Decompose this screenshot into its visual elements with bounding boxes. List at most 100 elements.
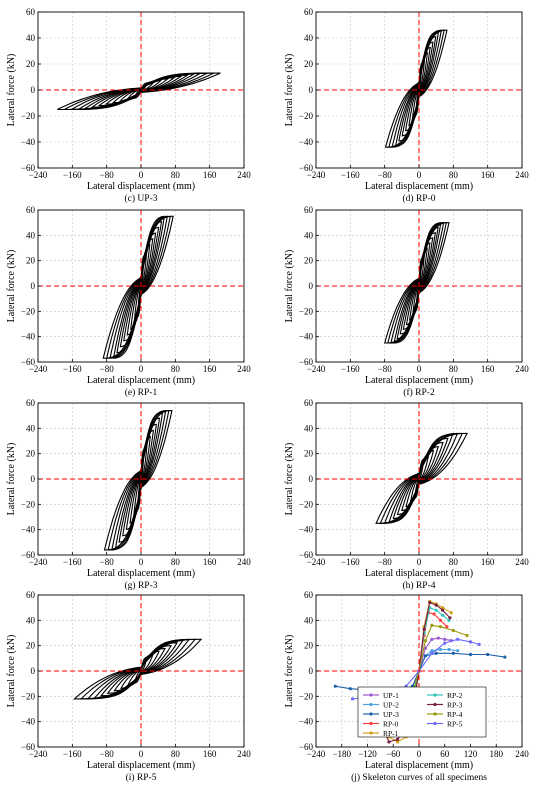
y-tick-label: 20 (304, 256, 314, 266)
y-tick-label: −40 (299, 717, 314, 727)
y-tick-label: 0 (31, 281, 36, 291)
y-tick-label: 20 (26, 256, 36, 266)
y-tick-label: −20 (299, 306, 314, 316)
x-axis-label: Lateral displacement (mm) (365, 760, 473, 771)
panel-caption: (h) RP-4 (403, 580, 436, 591)
y-tick-label: 60 (26, 7, 36, 17)
hysteresis-loop-11 (102, 215, 174, 359)
y-tick-label: 60 (26, 590, 36, 600)
x-tick-label: 160 (481, 557, 495, 567)
y-axis-label: Lateral force (kN) (284, 54, 295, 127)
y-tick-label: −40 (21, 137, 36, 147)
y-tick-label: 0 (309, 666, 314, 676)
x-tick-label: −240 (29, 170, 48, 180)
y-tick-label: −60 (299, 550, 314, 560)
series-point-rp-5 (350, 697, 355, 701)
x-tick-label: 240 (515, 749, 529, 759)
x-tick-label: 0 (139, 170, 144, 180)
x-tick-label: −80 (378, 170, 393, 180)
series-point-up-2 (456, 649, 460, 653)
y-tick-label: −40 (21, 332, 36, 342)
series-point-up-1 (443, 637, 447, 641)
legend-marker-rp-0 (369, 721, 373, 726)
series-point-up-3 (434, 651, 438, 655)
hysteresis-loop-10 (73, 638, 203, 700)
series-point-up-2 (438, 647, 443, 652)
y-tick-label: −20 (21, 691, 36, 701)
y-axis-label: Lateral force (kN) (284, 250, 295, 323)
x-tick-label: 160 (203, 557, 217, 567)
x-tick-label: 0 (417, 364, 422, 374)
series-point-rp-0 (438, 618, 443, 622)
x-tick-label: −240 (307, 364, 326, 374)
series-point-rp-3 (387, 740, 391, 744)
x-tick-label: 160 (203, 364, 217, 374)
series-point-up-3 (333, 684, 337, 688)
x-tick-label: −240 (29, 364, 48, 374)
x-tick-label: −160 (63, 557, 82, 567)
x-tick-label: −160 (63, 364, 82, 374)
y-tick-label: −60 (21, 742, 36, 752)
y-tick-label: −60 (21, 357, 36, 367)
legend-box (357, 686, 487, 738)
series-point-up-3 (451, 651, 455, 655)
y-tick-label: 60 (26, 398, 36, 408)
y-axis-label: Lateral force (kN) (6, 54, 17, 127)
series-point-rp-0 (445, 625, 449, 629)
y-tick-label: −20 (299, 499, 314, 509)
y-tick-label: −20 (21, 499, 36, 509)
y-axis-label: Lateral force (kN) (6, 635, 17, 708)
x-tick-label: 240 (237, 364, 251, 374)
x-tick-label: −120 (358, 749, 377, 759)
y-tick-label: 60 (26, 205, 36, 215)
panel-caption: (c) UP-3 (125, 193, 158, 204)
series-point-up-3 (468, 652, 473, 657)
x-tick-label: 160 (481, 170, 495, 180)
x-axis-label: Lateral displacement (mm) (87, 375, 195, 386)
y-tick-label: 0 (31, 474, 36, 484)
y-tick-label: −20 (21, 306, 36, 316)
legend-label-up-2: UP-2 (383, 700, 399, 709)
x-tick-label: −80 (378, 557, 393, 567)
series-point-rp-3 (434, 603, 438, 607)
panel-caption: (f) RP-2 (403, 387, 435, 398)
x-tick-label: 240 (515, 364, 529, 374)
y-tick-label: 60 (304, 205, 314, 215)
series-point-up-1 (430, 637, 434, 641)
legend-label-rp-4: RP-4 (447, 710, 463, 719)
data-layer (103, 409, 173, 551)
panel-caption: (g) RP-3 (125, 580, 158, 591)
x-tick-label: 80 (171, 364, 181, 374)
x-axis-label: Lateral displacement (mm) (365, 181, 473, 192)
x-tick-label: −80 (378, 364, 393, 374)
y-tick-label: −60 (299, 742, 314, 752)
x-tick-label: 0 (139, 364, 144, 374)
series-point-up-3 (348, 687, 352, 691)
legend-label-rp-1: RP-1 (383, 729, 399, 738)
x-tick-label: 0 (139, 557, 144, 567)
legend-label-rp-2: RP-2 (447, 691, 463, 700)
series-point-rp-1 (441, 606, 445, 610)
series-point-rp-2 (447, 618, 451, 622)
y-tick-label: 0 (31, 666, 36, 676)
series-point-rp-5 (468, 640, 473, 644)
series-point-rp-4 (451, 628, 455, 633)
x-axis-label: Lateral displacement (mm) (365, 568, 473, 579)
y-tick-label: −60 (21, 163, 36, 173)
x-tick-label: 0 (417, 170, 422, 180)
y-tick-label: 40 (304, 615, 314, 625)
series-point-up-1 (423, 646, 428, 650)
y-tick-label: 20 (26, 59, 36, 69)
y-tick-label: 60 (304, 590, 314, 600)
series-point-up-3 (423, 654, 428, 658)
panel-i: −240 −160 −80 0 80 160 240 60 40 20 0 −20 −40 −60 Late… (6, 590, 251, 783)
y-tick-label: 0 (309, 281, 314, 291)
x-tick-label: 240 (515, 557, 529, 567)
series-point-up-2 (430, 649, 434, 653)
series-point-rp-5 (430, 651, 434, 655)
x-tick-label: 0 (139, 749, 144, 759)
y-tick-label: −40 (299, 525, 314, 535)
y-tick-label: −40 (21, 525, 36, 535)
legend-label-rp-0: RP-0 (383, 719, 399, 728)
data-layer (375, 432, 468, 524)
